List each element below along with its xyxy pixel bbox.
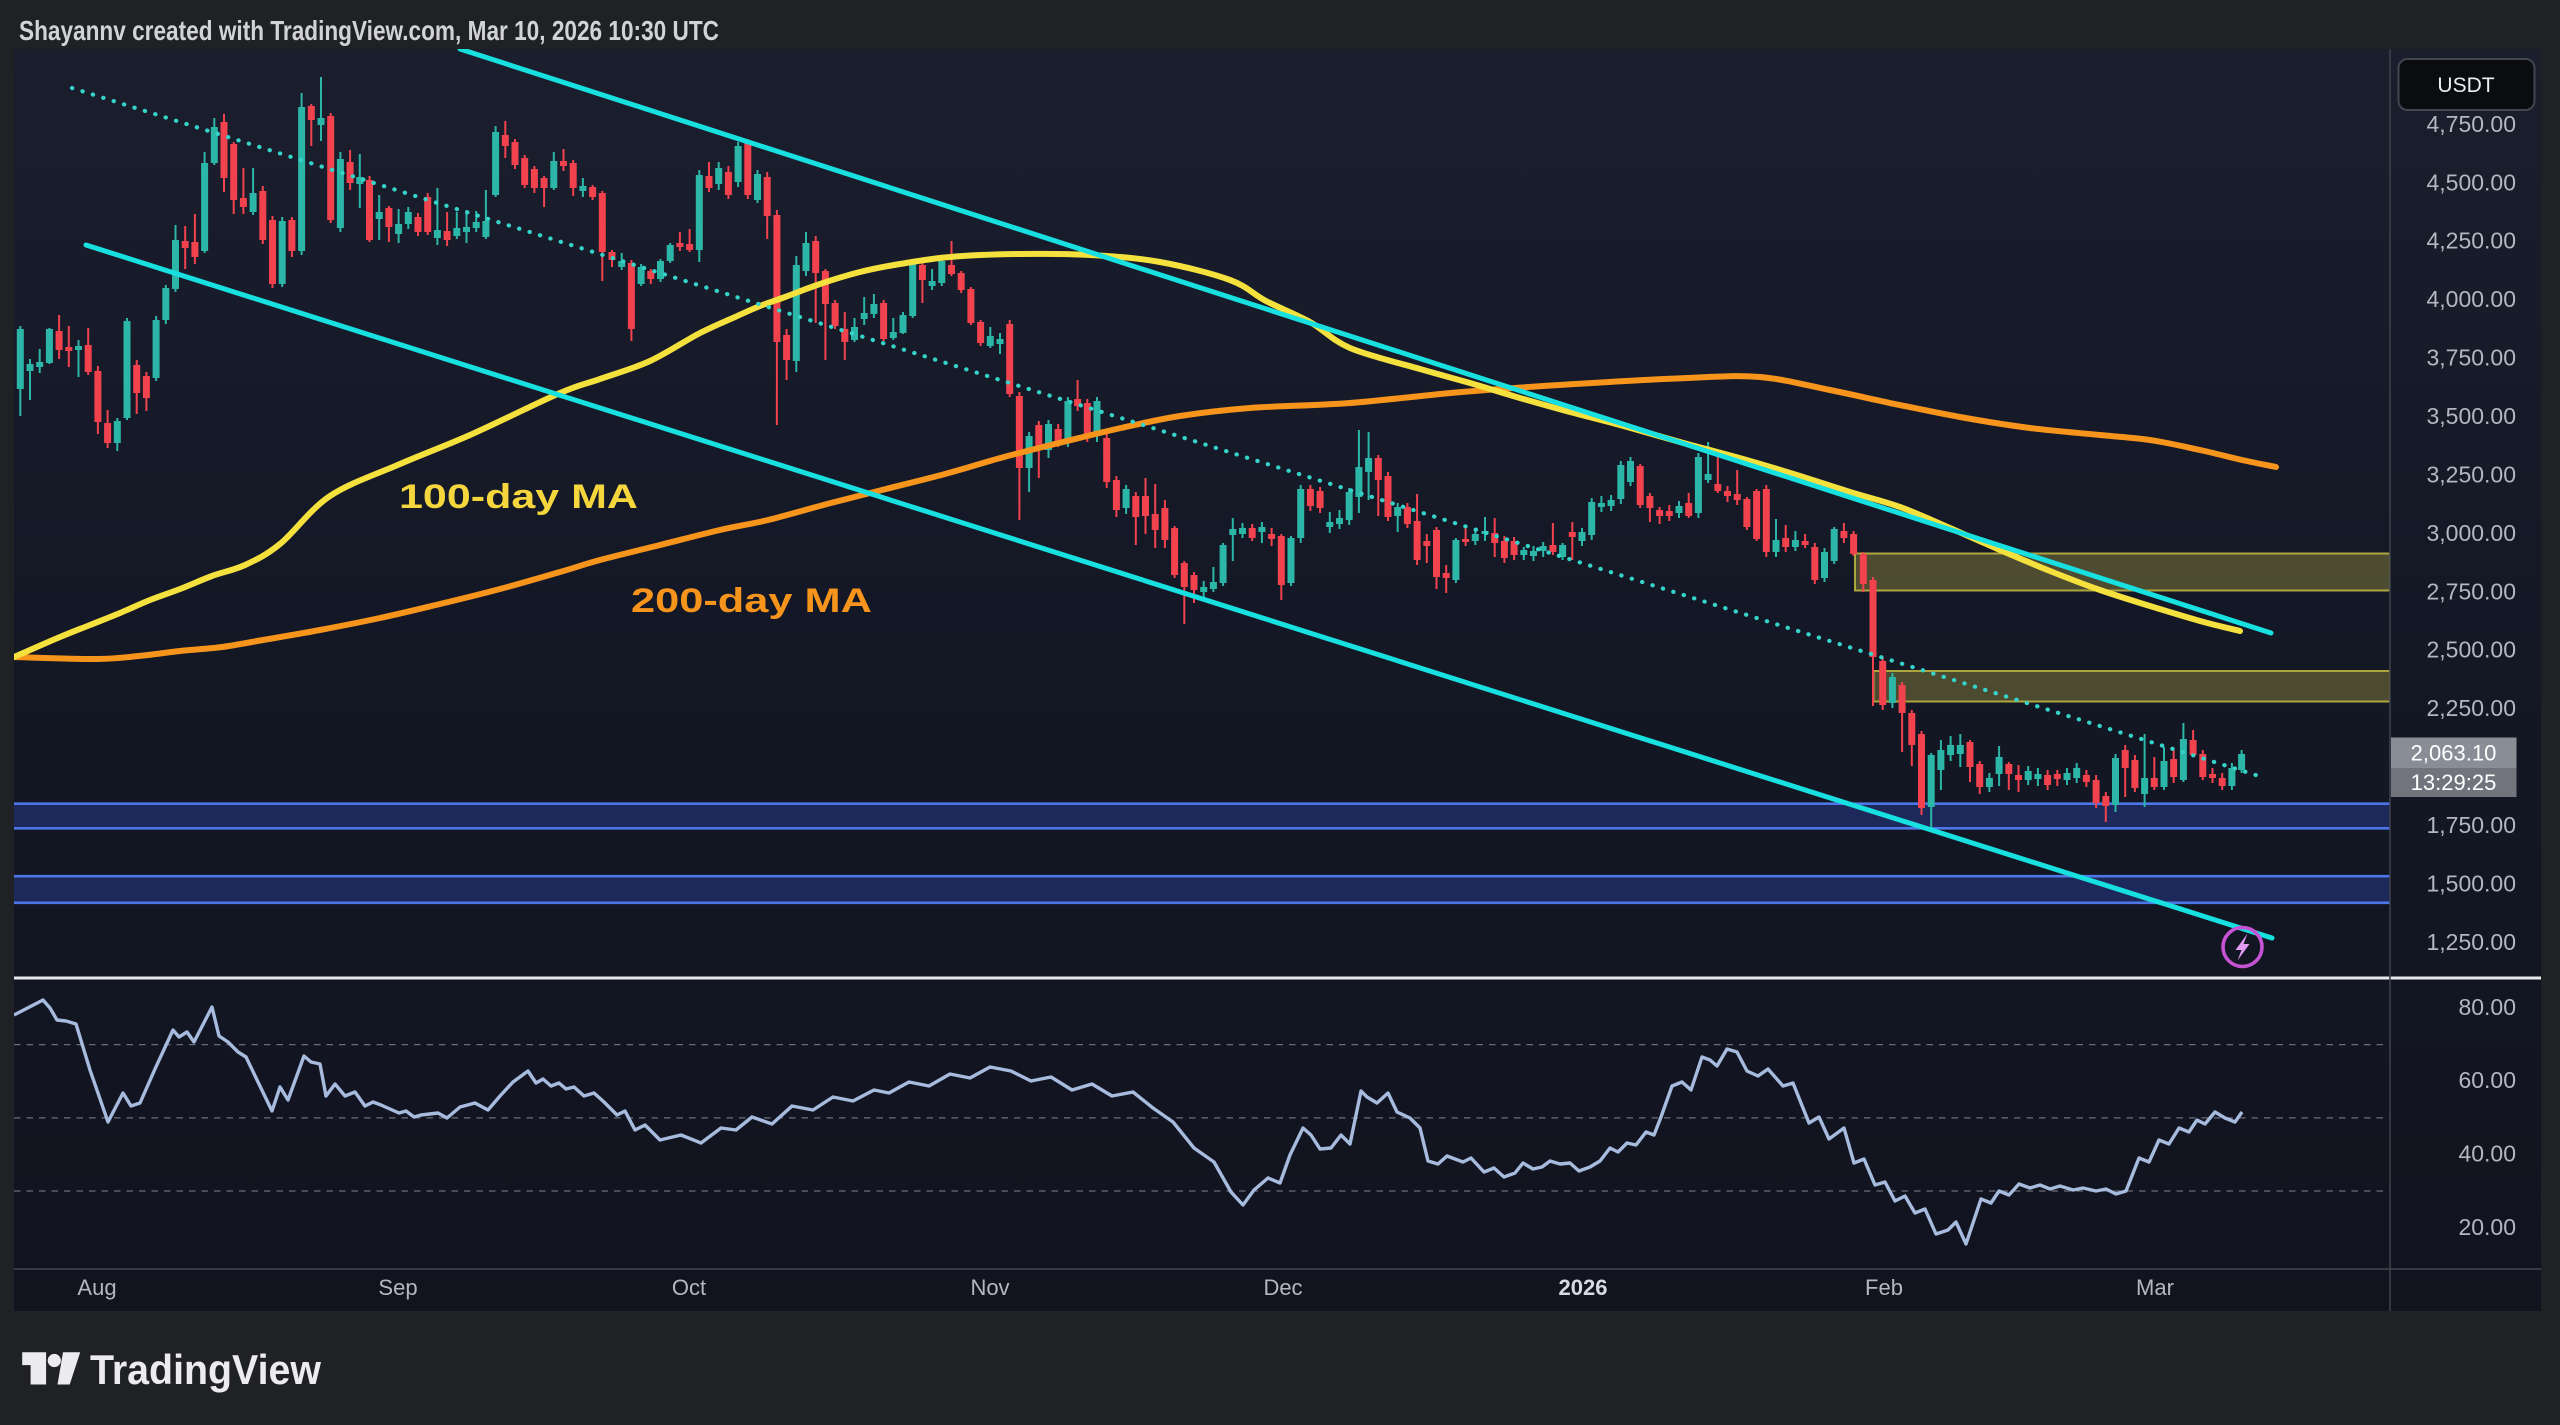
- svg-text:1,500.00: 1,500.00: [2426, 870, 2516, 896]
- svg-text:3,500.00: 3,500.00: [2426, 403, 2516, 429]
- svg-text:3,750.00: 3,750.00: [2426, 345, 2516, 371]
- svg-text:3,000.00: 3,000.00: [2426, 520, 2516, 546]
- svg-text:Nov: Nov: [970, 1275, 1009, 1300]
- svg-text:4,500.00: 4,500.00: [2426, 169, 2516, 195]
- svg-text:100-day MA: 100-day MA: [399, 478, 638, 516]
- svg-text:2,250.00: 2,250.00: [2426, 695, 2516, 721]
- svg-text:USDT: USDT: [2437, 74, 2494, 97]
- svg-text:1,250.00: 1,250.00: [2426, 929, 2516, 955]
- svg-text:Aug: Aug: [77, 1275, 116, 1300]
- svg-text:2026: 2026: [1559, 1275, 1608, 1300]
- svg-text:Dec: Dec: [1263, 1275, 1302, 1300]
- svg-text:1,750.00: 1,750.00: [2426, 812, 2516, 838]
- svg-text:40.00: 40.00: [2458, 1141, 2516, 1167]
- svg-text:Shayannv created with TradingV: Shayannv created with TradingView.com, M…: [19, 15, 719, 46]
- svg-text:Sep: Sep: [378, 1275, 417, 1300]
- svg-text:200-day MA: 200-day MA: [631, 582, 872, 620]
- svg-text:13:29:25: 13:29:25: [2411, 770, 2497, 795]
- svg-text:2,750.00: 2,750.00: [2426, 578, 2516, 604]
- svg-text:60.00: 60.00: [2458, 1067, 2516, 1093]
- svg-text:Mar: Mar: [2136, 1275, 2174, 1300]
- svg-text:3,250.00: 3,250.00: [2426, 461, 2516, 487]
- svg-text:4,000.00: 4,000.00: [2426, 286, 2516, 312]
- svg-text:4,750.00: 4,750.00: [2426, 111, 2516, 137]
- svg-text:2,063.10: 2,063.10: [2411, 741, 2497, 766]
- svg-text:TradingView: TradingView: [90, 1346, 321, 1393]
- svg-text:Feb: Feb: [1865, 1275, 1903, 1300]
- svg-text:Oct: Oct: [672, 1275, 706, 1300]
- svg-text:4,250.00: 4,250.00: [2426, 228, 2516, 254]
- svg-text:2,500.00: 2,500.00: [2426, 637, 2516, 663]
- svg-text:80.00: 80.00: [2458, 994, 2516, 1020]
- svg-text:20.00: 20.00: [2458, 1214, 2516, 1240]
